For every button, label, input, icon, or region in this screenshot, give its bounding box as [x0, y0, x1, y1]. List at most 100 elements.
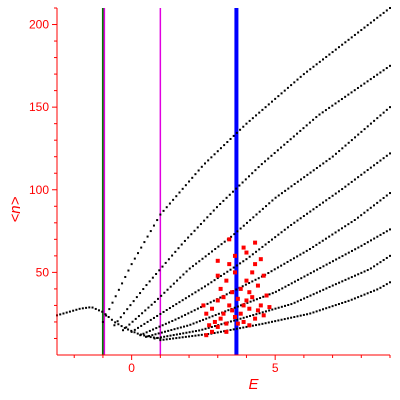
data-point: [296, 132, 299, 135]
data-point: [373, 19, 376, 22]
data-point: [246, 301, 249, 304]
data-point: [379, 286, 382, 289]
data-point: [305, 249, 308, 252]
data-point: [318, 309, 321, 312]
data-point: [184, 184, 187, 187]
data-point: [235, 264, 238, 267]
data-point: [226, 141, 229, 144]
data-point: [251, 324, 254, 327]
data-point: [337, 229, 340, 232]
data-point: [337, 190, 340, 193]
data-point: [152, 328, 155, 331]
data-point: [389, 106, 391, 109]
data-point: [145, 284, 148, 287]
data-point: [139, 292, 142, 295]
highlight-point: [218, 286, 223, 291]
data-point: [360, 294, 363, 297]
data-point: [292, 135, 295, 138]
black-points-layer: [56, 7, 391, 342]
data-point: [255, 213, 258, 216]
data-point: [210, 325, 213, 328]
data-point: [303, 275, 306, 278]
data-point: [369, 166, 372, 169]
data-point: [254, 278, 257, 281]
highlight-point: [253, 240, 258, 245]
data-point: [137, 326, 140, 329]
data-point: [219, 330, 222, 333]
data-point: [220, 323, 223, 326]
data-point: [337, 303, 340, 306]
data-point: [140, 246, 143, 249]
data-point: [299, 314, 302, 317]
data-point: [181, 336, 184, 339]
data-point: [318, 113, 321, 116]
data-point: [85, 306, 88, 309]
data-point: [309, 272, 312, 275]
data-point: [350, 139, 353, 142]
data-point: [223, 240, 226, 243]
data-point: [283, 228, 286, 231]
data-point: [159, 213, 162, 216]
data-point: [198, 320, 201, 323]
data-point: [255, 114, 258, 117]
data-point: [252, 216, 255, 219]
data-point: [233, 306, 236, 309]
data-point: [292, 257, 295, 260]
data-point: [146, 335, 149, 338]
data-point: [136, 332, 139, 335]
data-point: [132, 300, 135, 303]
data-point: [201, 257, 204, 260]
data-point: [210, 156, 213, 159]
data-point: [315, 291, 318, 294]
data-point: [341, 188, 344, 191]
highlight-point: [258, 303, 263, 308]
data-point: [72, 309, 75, 312]
data-point: [113, 324, 116, 327]
data-point: [331, 305, 334, 308]
data-point: [121, 282, 124, 285]
data-point: [341, 147, 344, 150]
data-point: [248, 282, 251, 285]
data-point: [308, 248, 311, 251]
data-point: [175, 195, 178, 198]
data-point: [321, 111, 324, 114]
highlight-point: [247, 323, 252, 328]
data-point: [325, 307, 328, 310]
data-point: [344, 41, 347, 44]
data-point: [151, 276, 154, 279]
data-point: [223, 144, 226, 147]
data-point: [228, 193, 231, 196]
data-point: [257, 166, 260, 169]
data-point: [312, 245, 315, 248]
data-point: [382, 111, 385, 114]
red-points-layer: [201, 237, 272, 338]
data-point: [334, 102, 337, 105]
highlight-point: [232, 314, 237, 319]
data-point: [376, 235, 379, 238]
data-point: [331, 194, 334, 197]
axes-layer: [56, 8, 390, 356]
highlight-point: [215, 258, 220, 263]
data-point: [319, 290, 322, 293]
data-point: [214, 314, 217, 317]
data-point: [219, 296, 222, 299]
data-point: [168, 202, 171, 205]
highlight-point: [258, 257, 263, 262]
data-point: [182, 273, 185, 276]
data-point: [235, 327, 238, 330]
data-point: [163, 335, 166, 338]
data-point: [159, 337, 162, 340]
data-point: [206, 216, 209, 219]
data-point: [312, 169, 315, 172]
data-point: [172, 334, 175, 337]
data-point: [357, 31, 360, 34]
data-point: [229, 328, 232, 331]
data-point: [274, 307, 277, 310]
data-point: [350, 91, 353, 94]
data-point: [233, 319, 236, 322]
data-point: [306, 296, 309, 299]
data-point: [179, 332, 182, 335]
data-point: [238, 184, 241, 187]
data-point: [155, 327, 158, 330]
highlight-point: [224, 321, 229, 326]
